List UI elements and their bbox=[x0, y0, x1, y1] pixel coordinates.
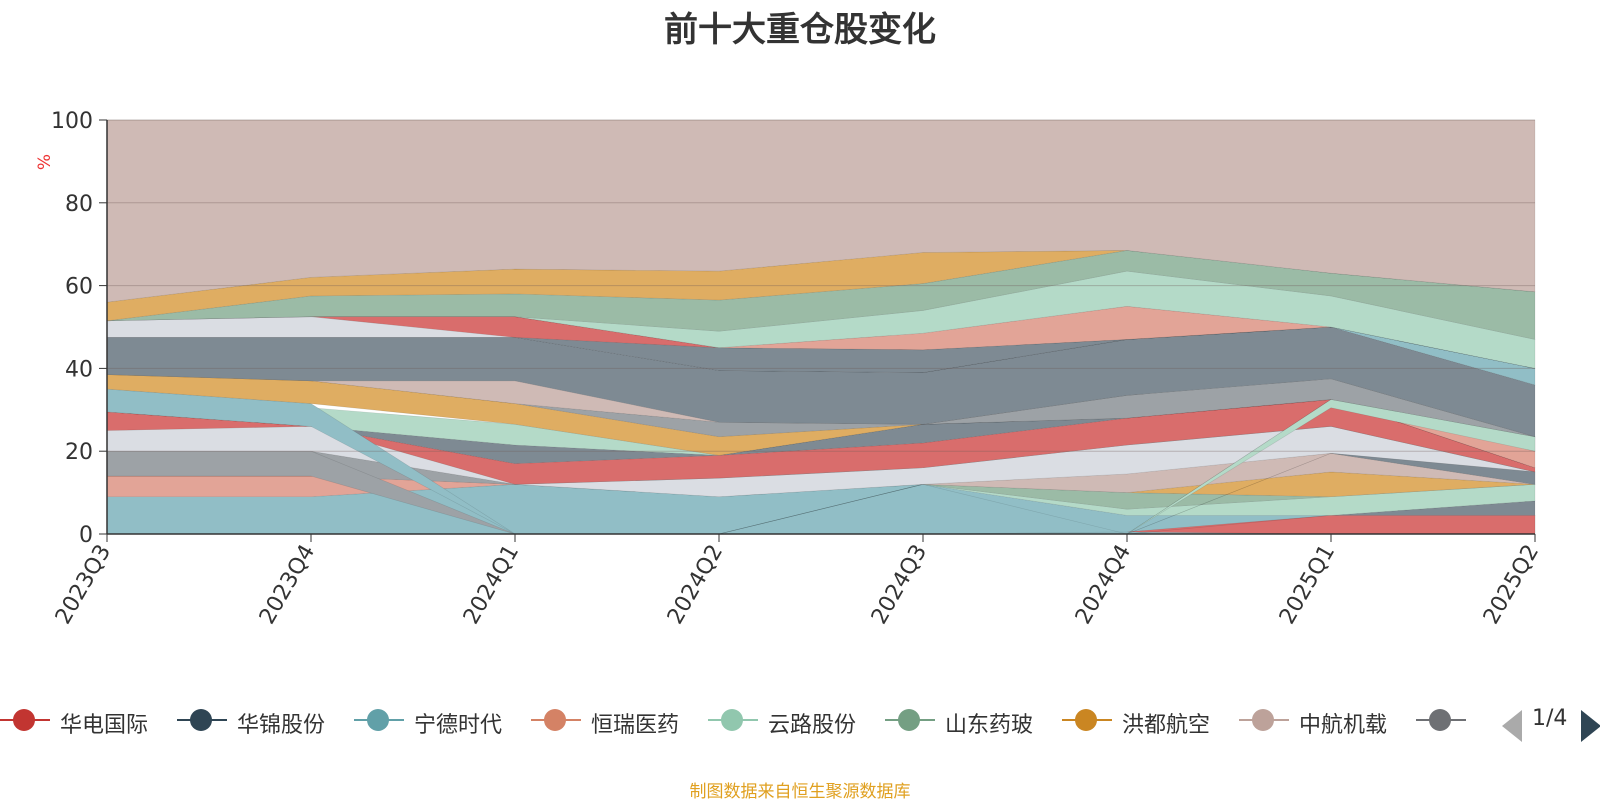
x-tick-label: 2024Q3 bbox=[867, 541, 932, 629]
legend-label: 华锦股份 bbox=[237, 713, 326, 738]
x-tick-label: 2023Q3 bbox=[51, 541, 116, 629]
legend-items: 华电国际华锦股份宁德时代恒瑞医药云路股份山东药玻洪都航空中航机载紫金矿业 bbox=[0, 700, 1470, 740]
x-tick-label: 2024Q2 bbox=[663, 541, 728, 629]
x-tick-label: 2025Q2 bbox=[1479, 541, 1544, 629]
y-tick-label: 40 bbox=[65, 357, 93, 382]
legend-label: 恒瑞医药 bbox=[591, 713, 680, 738]
y-tick-label: 20 bbox=[65, 440, 93, 465]
x-tick-label: 2025Q1 bbox=[1275, 541, 1340, 629]
legend-dot-icon bbox=[721, 709, 743, 731]
legend-dot-icon bbox=[190, 709, 212, 731]
y-axis-unit: % bbox=[35, 154, 55, 170]
legend-label: 华电国际 bbox=[60, 713, 149, 738]
plot-area: 2023Q3 2023Q4 2024Q1 2024Q2 2024Q3 2024Q4 2025… bbox=[35, 109, 1544, 629]
legend-label: 宁德时代 bbox=[414, 713, 503, 738]
legend-dot-icon bbox=[1429, 709, 1451, 731]
data-source-note: 制图数据来自恒生聚源数据库 bbox=[689, 782, 911, 802]
y-tick-labels: 0 20 40 60 80 100 bbox=[51, 109, 93, 548]
grid-lines bbox=[99, 119, 1535, 535]
legend-dot-icon bbox=[1252, 709, 1274, 731]
x-tick-label: 2024Q1 bbox=[459, 541, 524, 629]
x-tick-label: 2023Q4 bbox=[255, 541, 320, 629]
legend-dot-icon bbox=[367, 709, 389, 731]
legend-label: 洪都航空 bbox=[1122, 713, 1211, 738]
legend-page-indicator: 1/4 bbox=[1532, 706, 1568, 731]
legend-dot-icon bbox=[898, 709, 920, 731]
x-tick-label: 2024Q4 bbox=[1071, 541, 1136, 629]
legend-label: 中航机载 bbox=[1299, 713, 1388, 738]
legend-label: 山东药玻 bbox=[945, 713, 1034, 738]
area-band bbox=[106, 399, 1536, 485]
axes bbox=[106, 120, 1536, 542]
y-tick-label: 80 bbox=[65, 192, 93, 217]
legend-dot-icon bbox=[544, 709, 566, 731]
legend-label: 云路股份 bbox=[768, 713, 857, 738]
chart-title: 前十大重仓股变化 bbox=[664, 10, 936, 50]
y-tick-label: 0 bbox=[79, 523, 93, 548]
legend-prev-page-button[interactable] bbox=[1502, 710, 1522, 742]
legend: 华电国际华锦股份宁德时代恒瑞医药云路股份山东药玻洪都航空中航机载紫金矿业 1/4 bbox=[0, 700, 1600, 742]
y-tick-label: 100 bbox=[51, 109, 93, 134]
area-band bbox=[106, 119, 1536, 303]
area-band bbox=[106, 270, 1536, 369]
x-tick-labels: 2023Q3 2023Q4 2024Q1 2024Q2 2024Q3 2024Q4 2025… bbox=[51, 541, 1544, 629]
legend-dot-icon bbox=[1075, 709, 1097, 731]
legend-dot-icon bbox=[13, 709, 35, 731]
y-tick-label: 60 bbox=[65, 275, 93, 300]
legend-next-page-button[interactable] bbox=[1581, 710, 1600, 742]
area-layers bbox=[106, 119, 1536, 535]
